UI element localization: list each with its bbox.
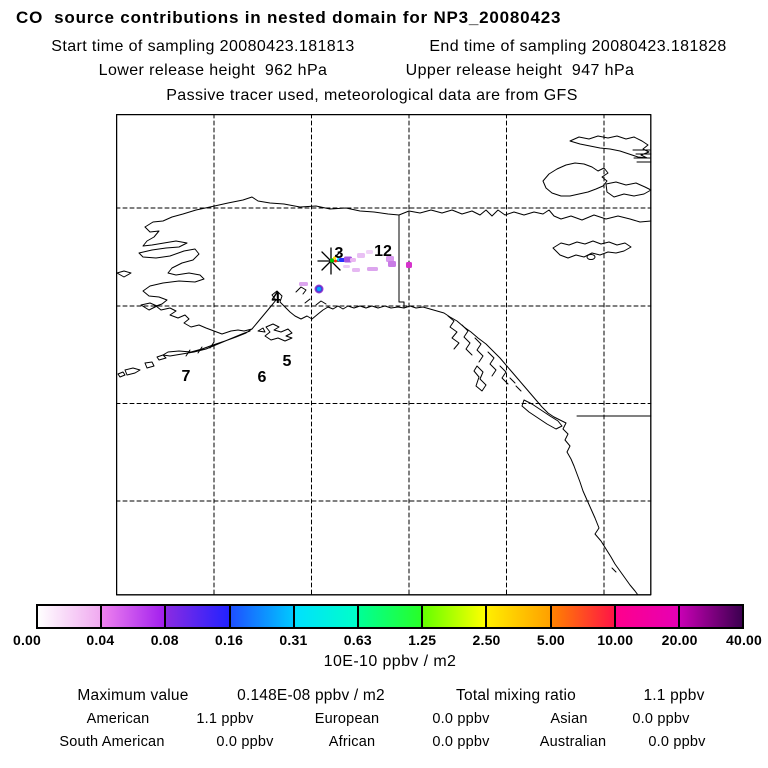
map-panel: 3 12 4 5 6 7 [116,114,652,596]
plume-blob [388,261,396,267]
colorbar-tick: 1.25 [408,632,437,648]
arctic-islands [542,135,652,260]
plume-blob [406,262,412,268]
lower-release-text: Lower release height 962 hPa [98,62,328,79]
continent-value: 0.0 ppbv [432,711,490,727]
colorbar-tick: 0.31 [279,632,308,648]
plume-blob [352,268,360,272]
max-value-label: Maximum value [77,687,189,704]
plume-blob [343,265,350,268]
coastline-panhandle-islands [447,315,522,392]
colorbar-segment [551,606,616,627]
colorbar-segment [230,606,295,627]
station-label-6: 6 [258,369,267,386]
colorbar-segment [38,606,103,627]
upper-release-text: Upper release height 947 hPa [405,62,635,79]
station-label-5: 5 [283,353,292,370]
station-label-7: 7 [182,368,191,385]
particle-dot-core [317,287,321,291]
continent-name: African [328,734,376,750]
continent-value: 0.0 ppbv [632,711,690,727]
continent-name: European [314,711,380,727]
border-141w [398,214,405,309]
colorbar-ticks: 0.00 0.04 0.08 0.16 0.31 0.63 1.25 2.50 5.00 10.0… [0,632,768,650]
plume-blob [367,267,378,271]
colorbar-tick: 0.08 [150,632,179,648]
plume-blob [339,258,345,262]
colorbar-tick: 0.00 [12,632,42,648]
colorbar-tick: 40.00 [725,632,763,648]
continent-name: Asian [550,711,588,727]
start-time-text: Start time of sampling 20080423.181813 [51,38,355,55]
colorbar-tick: 0.04 [86,632,115,648]
mixing-ratio-label: Total mixing ratio [456,687,576,704]
coastline-west-alaska [138,226,253,357]
plume-blob [334,259,337,263]
continent-value: 0.0 ppbv [648,734,706,750]
colorbar-segment [615,606,680,627]
colorbar-segment [423,606,488,627]
colorbar-tick: 0.16 [215,632,244,648]
map-frame-border [116,114,652,596]
colorbar-segment [487,606,552,627]
colorbar-segment [102,606,167,627]
continent-value: 1.1 ppbv [196,711,254,727]
plume-blob [366,250,373,254]
colorbar [36,604,744,629]
plume-blob [344,256,352,263]
plume-blob [299,282,308,286]
coastline-north-arctic [144,196,652,228]
colorbar-segment [679,606,743,627]
mixing-ratio-value: 1.1 ppbv [643,687,705,704]
station-label-3: 3 [335,245,344,262]
max-value: 0.148E-08 ppbv / m2 [237,687,385,704]
colorbar-segment [358,606,424,627]
colorbar-segment [294,606,359,627]
map-svg: 3 12 4 56 7 [116,114,652,596]
plume-blob [386,256,394,262]
tracer-note-text: Passive tracer used, meteorological data… [166,87,578,104]
plume-blob [350,258,356,262]
plume-blob [330,258,334,263]
continent-value: 0.0 ppbv [432,734,490,750]
continent-value: 0.0 ppbv [216,734,274,750]
colorbar-tick: 2.50 [472,632,501,648]
colorbar-tick: 20.00 [661,632,698,648]
colorbar-tick: 10.00 [597,632,634,648]
figure-title: CO source contributions in nested domain… [16,8,562,27]
station-label-12: 12 [374,243,392,260]
plume-blob [333,256,336,260]
colorbar-tick: 0.63 [343,632,372,648]
grid-lines [116,114,652,596]
end-time-text: End time of sampling 20080423.181828 [429,38,727,55]
continent-name: South American [59,734,165,750]
colorbar-tick: 5.00 [536,632,565,648]
colorbar-unit-label: 10E-10 ppbv / m2 [323,653,457,670]
plume-blob [357,253,365,258]
vancouver-island [521,399,563,430]
continent-name: Australian [539,734,607,750]
coastline-gulf-westcoast [251,286,639,596]
continent-name: American [86,711,150,727]
colorbar-segment [166,606,231,627]
station-label-4: 4 [272,290,281,307]
aleutian-kodiak-islands [116,270,293,378]
